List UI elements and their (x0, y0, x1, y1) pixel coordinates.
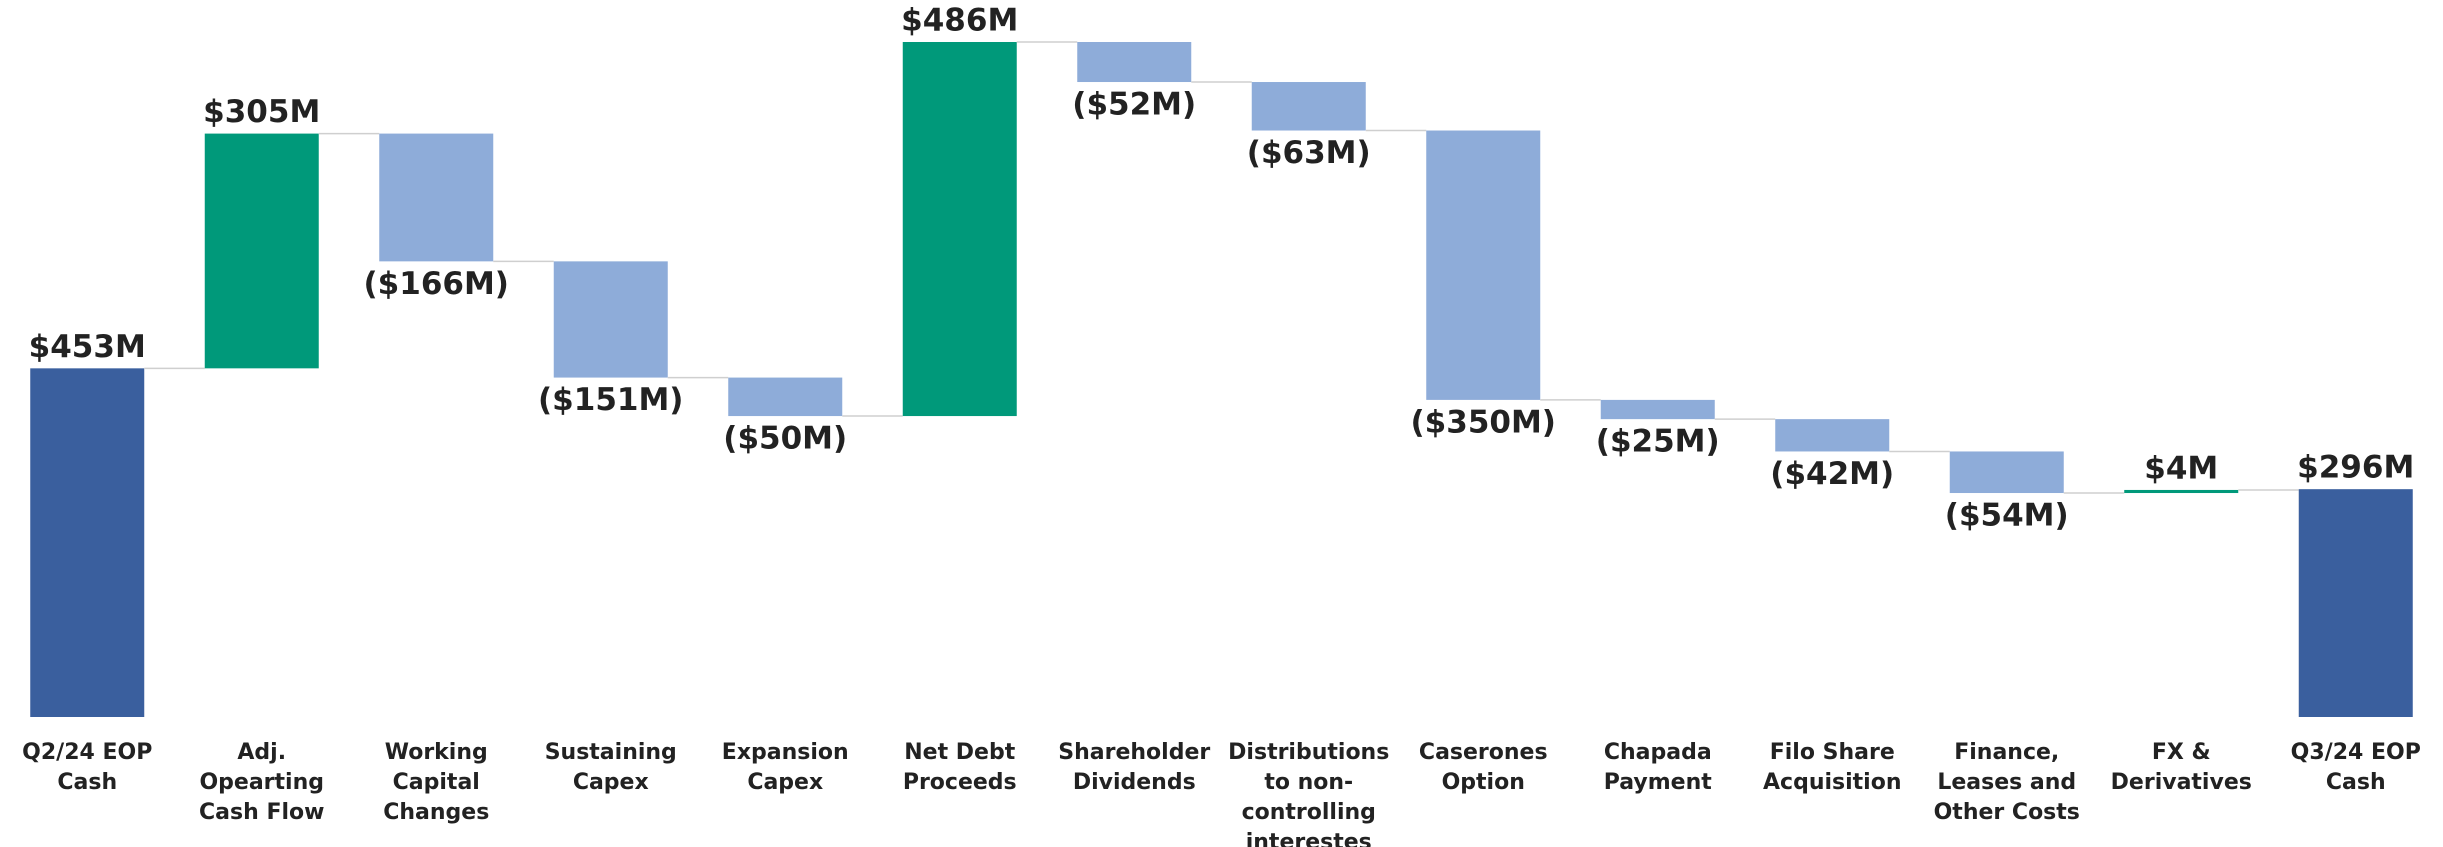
value-label: ($63M) (1247, 135, 1371, 171)
bar (1775, 419, 1890, 452)
value-label: $486M (901, 3, 1018, 39)
x-tick-label: Q3/24 EOP Cash (2290, 740, 2421, 795)
x-tick-label: Filo Share Acquisition (1763, 740, 1902, 795)
value-label: $453M (29, 329, 146, 365)
value-label: $296M (2297, 450, 2414, 486)
value-label: $305M (203, 94, 320, 130)
bar (902, 42, 1017, 417)
bar (1600, 399, 1715, 420)
x-tick-label: Caserones Option (1418, 740, 1548, 795)
value-label: ($25M) (1596, 424, 1720, 460)
x-tick-label: Chapada Payment (1603, 740, 1712, 795)
x-tick-label: Shareholder Dividends (1058, 740, 1211, 795)
x-tick-label: Finance, Leases and Other Costs (1933, 740, 2080, 825)
bar (553, 261, 668, 378)
x-tick-label: Q2/24 EOP Cash (22, 740, 153, 795)
value-label: ($350M) (1411, 404, 1556, 440)
bar (30, 368, 145, 717)
value-label: ($151M) (538, 382, 683, 418)
bar (2298, 489, 2413, 717)
x-tick-label: Net Debt Proceeds (902, 740, 1017, 795)
bar (728, 377, 843, 417)
x-tick-label: Working Capital Changes (383, 740, 490, 825)
x-tick-label: Adj. Opearting Cash Flow (199, 740, 325, 825)
value-label: ($52M) (1072, 87, 1196, 123)
value-label: ($42M) (1770, 456, 1894, 492)
bar (2124, 489, 2239, 494)
value-label: ($54M) (1945, 498, 2069, 534)
value-label: ($50M) (723, 421, 847, 457)
value-label: ($166M) (364, 266, 509, 302)
x-tick-label: Distributions to non- controlling intere… (1228, 740, 1390, 847)
bar (204, 133, 319, 369)
bar (379, 133, 494, 262)
bar (1426, 130, 1541, 400)
x-tick-label: Expansion Capex (721, 740, 849, 795)
bar (1949, 451, 2064, 494)
x-tick-label: FX & Derivatives (2110, 740, 2252, 795)
value-label: $4M (2144, 450, 2218, 486)
bar (1251, 82, 1366, 131)
bar (1077, 42, 1192, 83)
x-tick-label: Sustaining Capex (544, 740, 677, 795)
